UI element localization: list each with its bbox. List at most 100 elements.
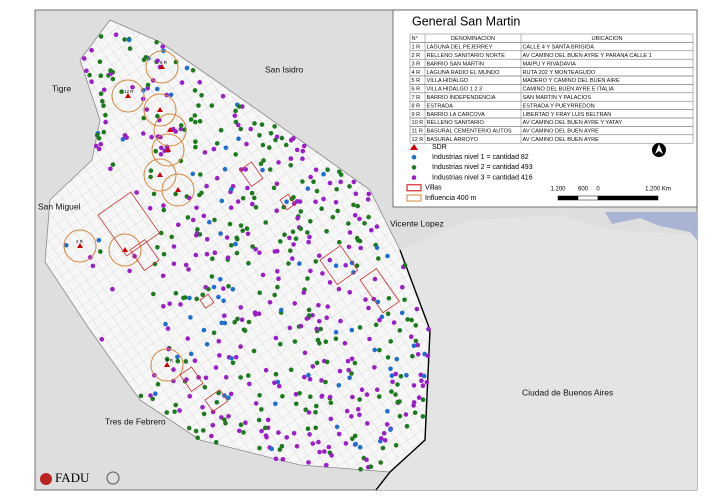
- table-cell: BARRIO INDEPENDENCIA: [427, 95, 496, 101]
- industry-point: [263, 367, 269, 373]
- sdr-marker: [125, 93, 131, 98]
- industry-point: [333, 263, 339, 269]
- industry-point: [223, 145, 229, 151]
- industry-point: [178, 158, 184, 164]
- industry-point: [294, 199, 300, 204]
- industry-point: [281, 204, 287, 210]
- industry-point: [238, 344, 243, 349]
- industry-point: [190, 171, 196, 177]
- industry-point: [194, 205, 199, 211]
- industry-point: [403, 412, 409, 417]
- industry-point: [300, 156, 305, 161]
- table-cell: CALLE 4 Y SANTA BRIGIDA: [523, 45, 595, 51]
- industry-point: [294, 444, 300, 449]
- industry-point: [272, 380, 277, 386]
- industry-point: [158, 230, 164, 236]
- industry-point: [288, 156, 294, 161]
- site-label: 3 R: [166, 358, 174, 363]
- sdr-marker: [157, 172, 163, 177]
- industry-point: [222, 166, 228, 172]
- industry-point: [276, 160, 281, 165]
- industry-point: [101, 129, 107, 135]
- industry-point: [229, 243, 234, 248]
- industry-point: [414, 306, 420, 312]
- industry-point: [183, 359, 189, 364]
- industry-point: [229, 356, 234, 361]
- industry-point: [252, 195, 257, 201]
- table-cell: 6 R: [412, 87, 421, 93]
- industry-point: [119, 89, 124, 94]
- industry-point: [239, 317, 245, 323]
- industry-point: [258, 161, 264, 166]
- industry-point: [257, 250, 262, 255]
- industry-point: [366, 191, 372, 197]
- villa: [179, 366, 204, 392]
- industry-point: [130, 85, 135, 90]
- industry-point: [155, 86, 160, 92]
- industry-point: [161, 251, 167, 257]
- industry-point: [291, 195, 296, 200]
- industry-point: [214, 175, 220, 181]
- table-cell: 2 R: [412, 53, 421, 59]
- industry-point: [202, 384, 208, 390]
- industry-point: [209, 103, 215, 108]
- industry-point: [303, 407, 309, 413]
- industry-point: [175, 358, 181, 364]
- industry-point: [320, 271, 325, 276]
- industry-point: [93, 143, 99, 149]
- industry-point: [273, 401, 278, 407]
- legend-table: N° DENOMINACION UBICACION 1 R LAGUNA DEL PEJ…: [409, 33, 694, 144]
- industry-point: [90, 263, 96, 269]
- industry-point: [155, 245, 160, 250]
- industry-point: [210, 422, 216, 428]
- industry-point: [171, 261, 177, 267]
- table-cell: LIBERTAD Y FRAY LUIS BELTRAN: [523, 112, 612, 118]
- industry-point: [346, 367, 352, 373]
- industry-point: [196, 103, 201, 108]
- industry-point: [325, 167, 330, 172]
- industry-point: [274, 181, 280, 187]
- industry-point: [357, 412, 362, 418]
- industry-point: [314, 188, 320, 194]
- industry-point: [161, 207, 167, 213]
- industry-point: [393, 371, 399, 377]
- industry-point: [346, 221, 351, 226]
- industry-point: [302, 374, 307, 380]
- industry-point: [322, 449, 327, 454]
- industry-point: [359, 387, 365, 393]
- industry-point: [243, 167, 248, 172]
- industry-point: [197, 119, 203, 124]
- industry-point: [160, 44, 165, 49]
- industry-point: [358, 245, 364, 251]
- industry-point: [204, 342, 210, 347]
- industry-point: [305, 276, 310, 281]
- legend-label: Influencia 400 m: [425, 195, 477, 202]
- industry-point: [377, 347, 382, 353]
- industry-point: [232, 113, 238, 118]
- industry-point: [306, 410, 312, 415]
- industry-point: [290, 256, 295, 261]
- industry-point: [405, 317, 410, 322]
- industry-point: [141, 57, 147, 62]
- industry-point: [213, 365, 219, 370]
- industry-point: [399, 310, 405, 316]
- industry-point: [379, 314, 385, 320]
- industry-point: [327, 180, 333, 186]
- industry-point: [204, 251, 210, 257]
- place-label: Ciudad de Buenos Aires: [522, 387, 613, 397]
- industry-point: [357, 325, 363, 330]
- title: General San Martin: [412, 14, 520, 28]
- scale-label: 1.200 Km: [645, 187, 671, 193]
- place-labels: Tigre San Isidro San Miguel Vicente Lopez Tr…: [38, 64, 613, 426]
- table-cell: BASURAL ARROYO: [427, 137, 479, 143]
- industry-point: [234, 250, 240, 256]
- table-cell: CAMINO DEL BUEN AYRE E ITALIA: [523, 87, 615, 93]
- industry-point: [295, 216, 300, 221]
- industry-point: [222, 417, 227, 423]
- industry-point: [297, 261, 302, 266]
- industry-point: [238, 305, 244, 310]
- table-cell: 1 R: [412, 45, 421, 51]
- industry-point: [352, 433, 358, 439]
- industry-point: [96, 237, 102, 243]
- industry-point: [313, 259, 319, 264]
